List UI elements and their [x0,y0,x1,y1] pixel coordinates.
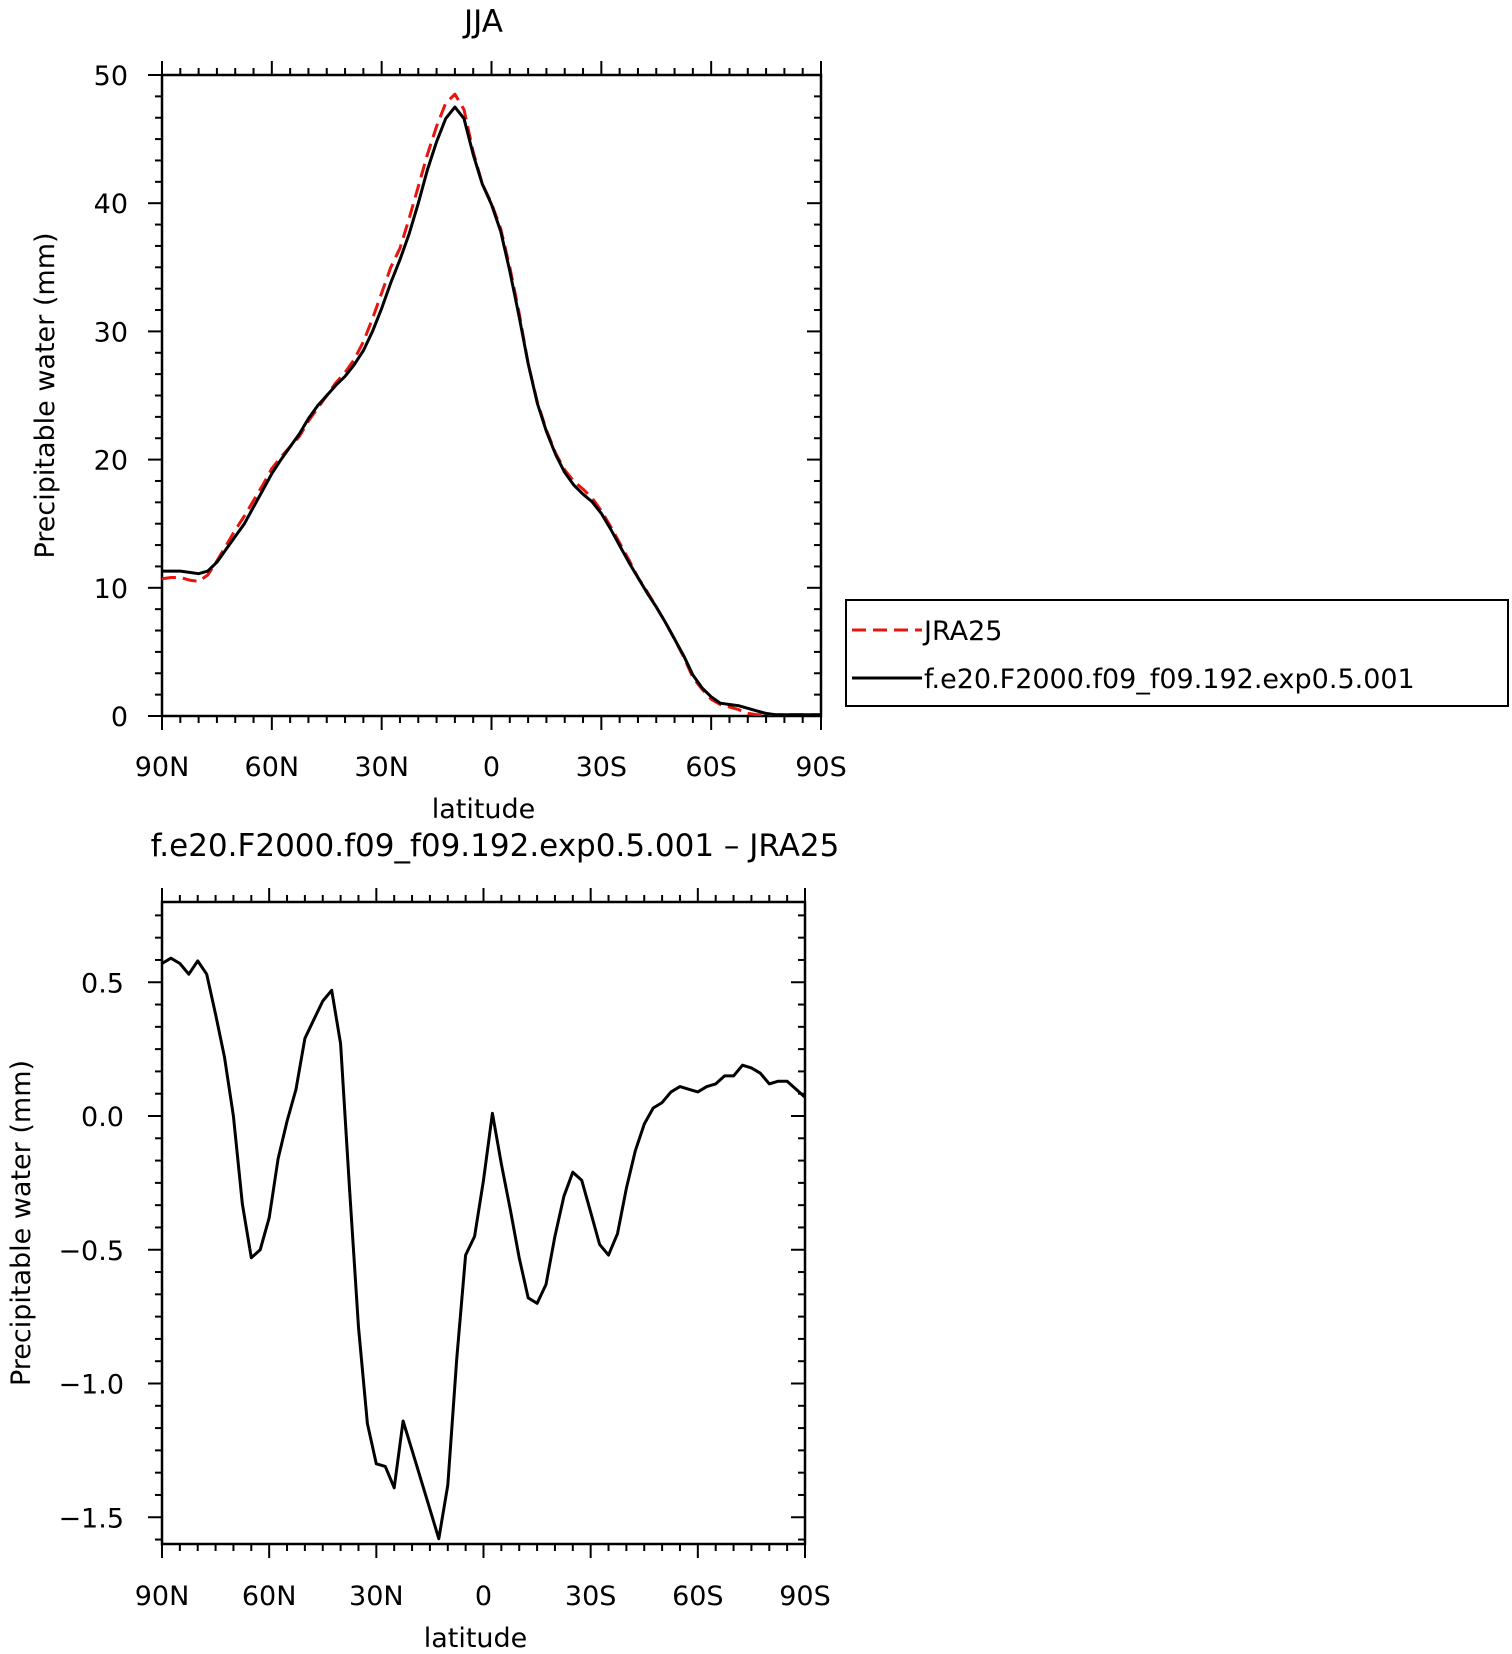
legend-box [845,599,1509,707]
x-tick-label: 30N [354,752,409,783]
x-tick-label: 30S [576,752,628,783]
x-tick-label: 0 [483,752,500,783]
y-tick-label: 20 [94,446,128,477]
x-tick-label: 90S [795,752,847,783]
chart-title: JJA [462,4,503,40]
series-line-solid [162,105,821,716]
x-tick-label: 60N [245,752,300,783]
legend-entry-label: JRA25 [922,616,1002,647]
y-tick-label: 0 [111,702,128,733]
y-tick-label: 0.5 [81,968,124,999]
x-axis-label: latitude [432,794,536,825]
y-tick-label: 10 [94,574,128,605]
y-tick-label: 50 [94,61,128,92]
y-tick-label: −0.5 [58,1236,124,1267]
y-tick-label: 40 [94,189,128,220]
x-axis-label: latitude [424,1623,528,1654]
chart-title: f.e20.F2000.f09_f09.192.exp0.5.001 – JRA… [151,828,840,864]
y-tick-label: −1.5 [58,1503,124,1534]
series-line-dashed [162,92,821,716]
x-tick-label: 60N [242,1581,297,1612]
plot-frame [160,73,823,718]
legend-entry-label: f.e20.F2000.f09_f09.192.exp0.5.001 [924,664,1415,695]
series-line-solid [162,956,805,1541]
x-tick-label: 90S [779,1581,831,1612]
x-tick-label: 30S [565,1581,617,1612]
x-tick-label: 30N [349,1581,404,1612]
x-tick-label: 90N [135,1581,190,1612]
y-tick-label: 0.0 [81,1102,124,1133]
y-tick-label: −1.0 [58,1370,124,1401]
y-axis-label: Precipitable water (mm) [6,1060,37,1386]
x-tick-label: 60S [672,1581,724,1612]
bottom-panel-difference: 90N 60N 30N 0 30S 60S 90S −1.5 −1.0 −0.5 0.0 0.5 f.e… [6,828,839,1654]
y-axis-label: Precipitable water (mm) [30,232,61,558]
x-tick-label: 0 [475,1581,492,1612]
plot-frame [160,900,807,1546]
legend: JRA25 f.e20.F2000.f09_f09.192.exp0.5.001 [845,599,1509,707]
y-tick-label: 30 [94,317,128,348]
x-tick-label: 60S [685,752,737,783]
top-panel-jja: 90N 60N 30N 0 30S 60S 90S 0 10 20 30 40 50 JJA latitud… [30,4,847,825]
x-tick-label: 90N [135,752,190,783]
